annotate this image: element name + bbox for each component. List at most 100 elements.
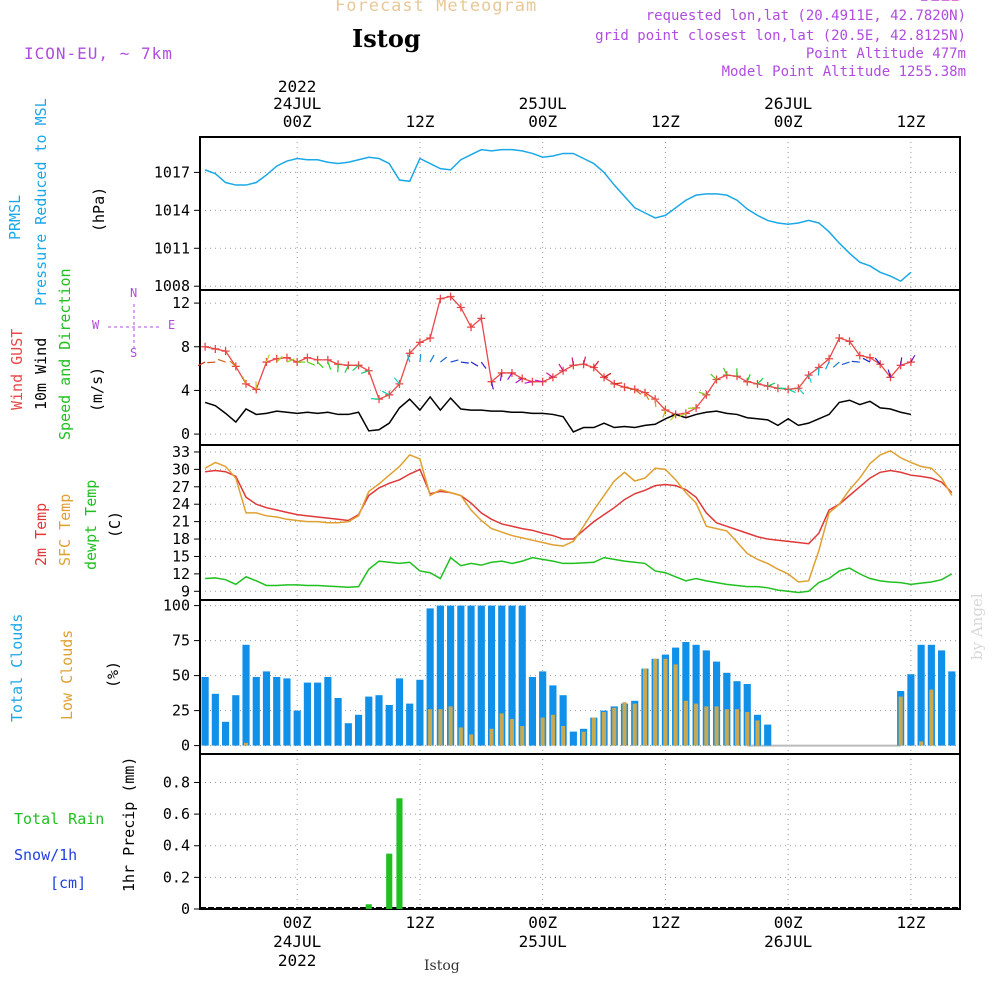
low-cloud-bar (633, 704, 637, 746)
total-cloud-bar (304, 683, 311, 746)
gust-marker (835, 334, 843, 342)
total-cloud-bar (478, 606, 485, 746)
chart-title: Forecast Meteogram (335, 0, 537, 16)
pressure-label-1: PRMSL (6, 195, 24, 240)
low-cloud-bar (663, 659, 667, 746)
bottom-time-label: 00Z (774, 913, 803, 932)
temp-dewpt-label: dewpt Temp (82, 480, 100, 570)
low-cloud-bar (602, 712, 606, 746)
total-cloud-bar (242, 645, 249, 746)
compass-w: W (92, 318, 99, 332)
gust-marker (303, 354, 311, 362)
y-tick-label: 30 (172, 460, 190, 478)
panel-frame (200, 290, 960, 445)
total-cloud-bar (365, 697, 372, 746)
top-date-label: 25JUL (519, 94, 567, 113)
low-cloud-bar (622, 702, 626, 745)
wind-direction-arrow (757, 378, 763, 384)
pressure-line (205, 150, 911, 282)
y-tick-label: 75 (172, 632, 190, 650)
y-tick-label: 1014 (154, 201, 190, 219)
y-tick-label: 1017 (154, 163, 190, 181)
total-cloud-bar (918, 645, 925, 746)
low-cloud-bar (592, 718, 596, 746)
y-tick-label: 50 (172, 667, 190, 685)
total-cloud-bar (406, 704, 413, 746)
low-cloud-bar (561, 726, 565, 746)
total-cloud-bar (416, 680, 423, 746)
wind-direction-arrow (594, 361, 599, 367)
y-tick-label: 12 (172, 565, 190, 583)
low-cloud-bar (551, 715, 555, 746)
top-date-label: 24JUL (273, 94, 321, 113)
top-time-label: 00Z (774, 112, 803, 131)
wind-direction-arrow (371, 399, 379, 400)
low-cloud-bar (582, 732, 586, 746)
snow-label: Snow/1h (14, 846, 77, 864)
temp-unit: (C) (106, 511, 124, 538)
bottom-date-label: 26JUL (764, 932, 812, 951)
wind-direction-arrow (318, 362, 324, 368)
gust-marker (436, 295, 444, 303)
rain-bar (396, 798, 402, 909)
bottom-time-label: 00Z (283, 913, 312, 932)
snow-unit: [cm] (50, 874, 86, 892)
y-tick-label: 8 (181, 338, 190, 356)
total-cloud-bar (355, 715, 362, 746)
wind-direction-arrow (420, 354, 421, 362)
low-cloud-bar (725, 709, 729, 745)
compass-rose (108, 304, 160, 350)
total-cloud-bar (907, 674, 914, 745)
low-cloud-bar (653, 659, 657, 746)
y-tick-label: 12 (172, 294, 190, 312)
low-cloud-bar (755, 720, 759, 745)
wind-direction-arrow (525, 382, 533, 384)
low-cloud-bar (541, 718, 545, 746)
pressure-unit: (hPa) (90, 187, 108, 232)
total-cloud-bar (283, 678, 290, 745)
total-cloud-bar (232, 695, 239, 745)
low-cloud-bar (244, 743, 248, 746)
low-cloud-bar (735, 709, 739, 745)
wind-direction-arrow (901, 357, 902, 365)
total-cloud-bar (948, 671, 955, 745)
wind-direction-arrow (516, 378, 523, 382)
low-cloud-bar (899, 697, 903, 746)
low-cloud-bar (469, 734, 473, 745)
gust-line (205, 297, 911, 415)
y-tick-label: 0.2 (163, 868, 190, 886)
bottom-time-label: 12Z (651, 913, 680, 932)
y-tick-label: 24 (172, 495, 190, 513)
wind-direction-arrow (508, 373, 512, 380)
y-tick-label: 18 (172, 530, 190, 548)
y-tick-label: 33 (172, 443, 190, 461)
bottom-date-label: 24JUL (273, 932, 321, 951)
wind-direction-arrow (481, 362, 486, 368)
top-date-label: 26JUL (764, 94, 812, 113)
compass-n: N (130, 286, 137, 300)
dewpoint-line (205, 558, 952, 593)
panel-frame (200, 445, 960, 600)
total-cloud-bar (519, 606, 526, 746)
y-tick-label: 0 (181, 737, 190, 755)
top-time-label: 00Z (528, 112, 557, 131)
station-name: Istog (352, 24, 421, 53)
wind-direction-arrow (614, 383, 622, 384)
total-cloud-bar (273, 677, 280, 746)
total-cloud-bar (529, 677, 536, 746)
wind-direction-arrow (655, 399, 656, 407)
gust-marker (201, 343, 209, 351)
low-cloud-bar (694, 704, 698, 746)
total-cloud-bar (467, 606, 474, 746)
total-cloud-bar (222, 722, 229, 746)
wind-direction-arrow (353, 365, 359, 370)
y-tick-label: 4 (181, 381, 190, 399)
precip-unit: 1hr Precip (mm) (120, 757, 138, 892)
low-cloud-bar (500, 713, 504, 745)
low-cloud-bar (510, 719, 514, 746)
footer-station: Istog (424, 958, 460, 974)
top-time-label: 00Z (283, 112, 312, 131)
total-cloud-bar (253, 677, 260, 746)
low-cloud-bar (438, 709, 442, 745)
low-cloud-bar (704, 706, 708, 745)
